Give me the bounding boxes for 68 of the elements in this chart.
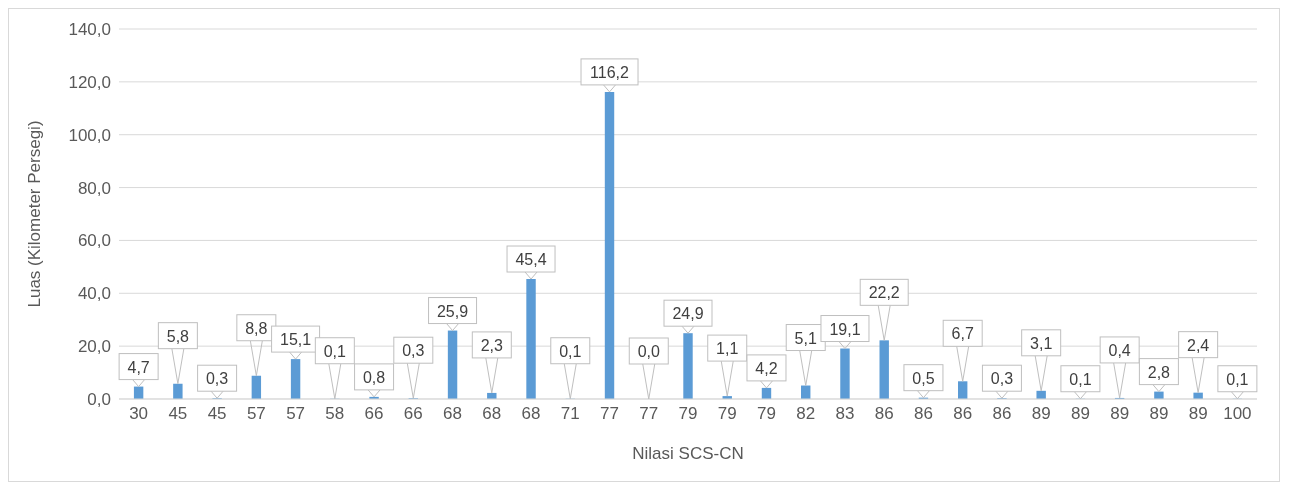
data-label: 0,8: [362, 368, 386, 386]
data-label: 15,1: [280, 331, 312, 349]
data-label: 2,8: [1147, 363, 1171, 381]
x-tick-label: 86: [953, 404, 973, 424]
x-tick-label: 58: [325, 404, 345, 424]
x-tick-label: 30: [129, 404, 149, 424]
data-label: 0,4: [1108, 341, 1131, 359]
data-label: 4,2: [755, 359, 778, 377]
data-label: 116,2: [590, 63, 630, 81]
data-label: 0,1: [559, 342, 582, 360]
data-label: 2,4: [1187, 336, 1210, 354]
data-label: 5,1: [794, 329, 817, 347]
x-tick-label: 86: [992, 404, 1012, 424]
y-tick-label: 100,0: [68, 125, 111, 145]
data-label: 22,2: [868, 284, 900, 302]
data-label: 0,1: [1226, 370, 1249, 388]
x-tick-label: 68: [443, 404, 463, 424]
data-label: 8,8: [245, 319, 268, 337]
x-tick-label: 83: [835, 404, 855, 424]
data-label: 0,0: [637, 343, 660, 360]
x-tick-label: 86: [874, 404, 894, 424]
data-label: 4,7: [127, 358, 150, 376]
y-tick-label: 0,0: [87, 390, 111, 410]
x-tick-label: 66: [403, 404, 423, 424]
y-tick-label: 80,0: [77, 178, 111, 198]
x-tick-label: 77: [600, 404, 619, 424]
y-tick-label: 60,0: [77, 231, 111, 251]
y-tick-label: 20,0: [77, 337, 111, 357]
data-label: 0,1: [323, 342, 347, 360]
x-tick-label: 89: [1149, 404, 1169, 424]
data-label: 0,5: [912, 369, 935, 387]
x-tick-label: 79: [678, 404, 698, 424]
x-tick-label: 71: [560, 404, 580, 424]
y-tick-label: 140,0: [68, 20, 111, 40]
data-label: 0,3: [402, 342, 425, 360]
data-label: 2,3: [480, 336, 504, 354]
data-label: 45,4: [515, 251, 547, 269]
x-tick-label: 57: [286, 404, 306, 424]
y-axis-title: Luas (Kilometer Persegi): [25, 120, 45, 308]
x-tick-label: 45: [168, 404, 188, 424]
data-label: 0,3: [205, 370, 229, 388]
data-label: 1,1: [716, 340, 739, 358]
x-tick-label: 82: [796, 404, 816, 424]
x-tick-label: 89: [1188, 404, 1208, 424]
x-tick-label: 68: [482, 404, 502, 424]
data-label: 24,9: [672, 305, 704, 323]
x-tick-label: 68: [521, 404, 541, 424]
data-label: 6,7: [951, 325, 974, 343]
x-tick-label: 86: [913, 404, 933, 424]
data-label: 5,8: [166, 327, 190, 345]
x-tick-label: 89: [1031, 404, 1051, 424]
data-label: 25,9: [436, 302, 469, 320]
y-tick-label: 40,0: [77, 284, 111, 304]
data-label: 0,1: [1069, 370, 1092, 388]
data-label: 3,1: [1030, 334, 1053, 352]
x-tick-label: 66: [364, 404, 384, 424]
x-tick-label: 89: [1110, 404, 1130, 424]
x-tick-label: 100: [1223, 404, 1252, 424]
x-tick-label: 57: [246, 404, 266, 424]
x-axis-title: Nilasi SCS-CN: [632, 444, 744, 463]
x-tick-label: 77: [639, 404, 659, 424]
x-tick-label: 45: [207, 404, 227, 424]
data-label: 19,1: [829, 320, 861, 338]
x-tick-label: 79: [757, 404, 776, 424]
x-tick-label: 79: [717, 404, 737, 424]
y-tick-label: 120,0: [68, 72, 111, 92]
x-tick-label: 89: [1070, 404, 1090, 424]
data-label: 0,3: [990, 370, 1014, 388]
